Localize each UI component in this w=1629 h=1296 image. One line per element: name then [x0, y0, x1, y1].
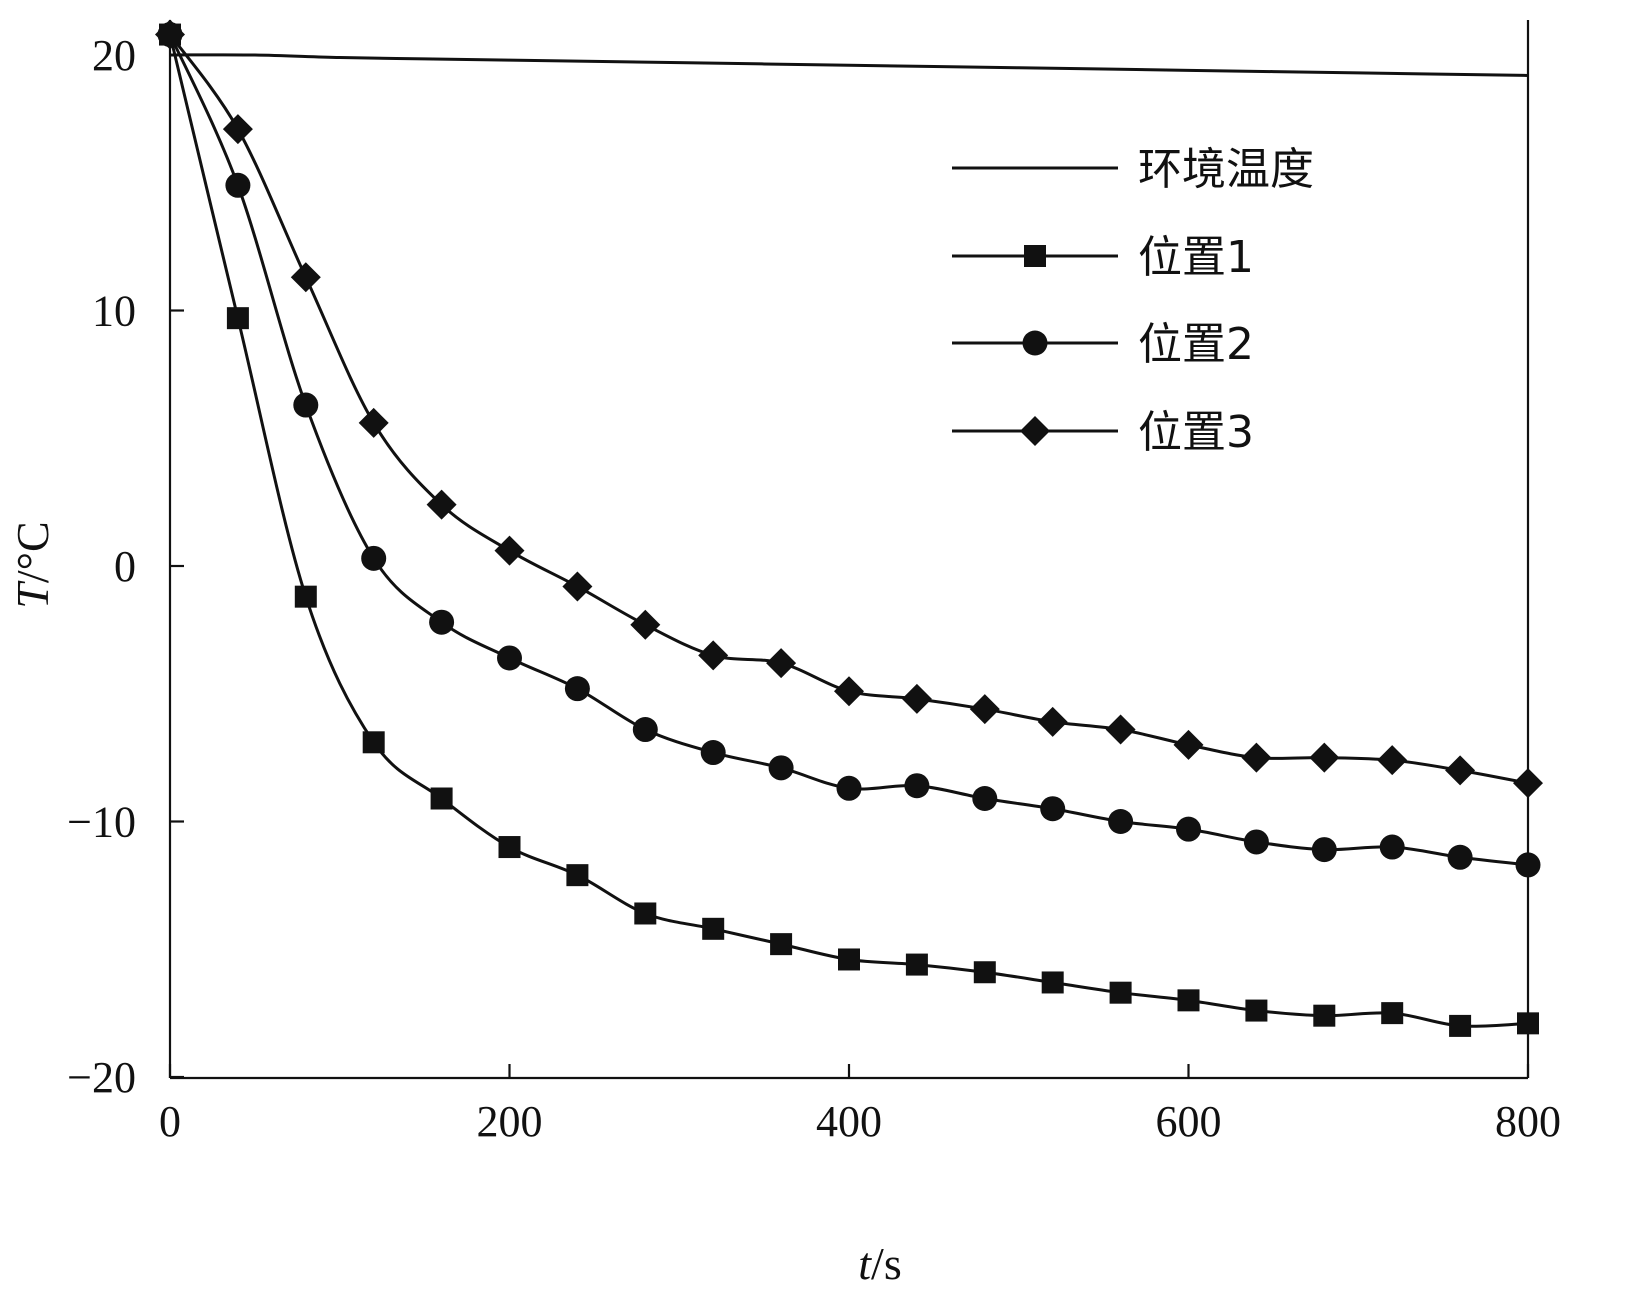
legend-label-3: 位置2: [1138, 319, 1254, 370]
data-point-s4-720: [1377, 745, 1408, 776]
data-point-s3-320: [700, 740, 726, 766]
data-point-s3-280: [632, 717, 658, 743]
data-point-s4-440: [901, 683, 932, 714]
y-tick-label-0: 0: [114, 542, 136, 591]
ticks: 0 200 400 600 800 −20 −10 0 10 20: [67, 31, 1561, 1146]
legend-marker-3: [1022, 330, 1048, 356]
data-point-s3-40: [225, 172, 251, 198]
data-point-s2-280: [634, 902, 657, 925]
data-point-s2-720: [1381, 1002, 1404, 1025]
data-point-s2-120: [362, 731, 385, 754]
y-axis-label-unit: /°C: [7, 521, 58, 583]
data-point-s4-280: [630, 609, 661, 640]
series-line-3: [168, 33, 1529, 867]
y-tick-label--10: −10: [67, 798, 136, 847]
data-point-s4-0: [155, 19, 185, 50]
series-3: [157, 22, 1541, 878]
y-axis-label-italic: T: [7, 580, 58, 609]
data-point-s4-680: [1309, 742, 1340, 773]
data-point-s3-560: [1108, 809, 1134, 834]
data-point-s3-680: [1311, 837, 1337, 863]
data-point-s4-520: [1037, 706, 1068, 737]
y-tick-label-10: 10: [92, 287, 136, 336]
data-point-s2-240: [566, 864, 589, 887]
series-line-1: [169, 53, 1529, 77]
series-4: [155, 19, 1543, 799]
x-axis-label-unit: /s: [871, 1238, 902, 1289]
data-point-s2-520: [1041, 971, 1064, 994]
legend-marker-4: [1020, 416, 1050, 446]
data-point-s3-360: [768, 755, 794, 781]
data-point-s4-40: [222, 114, 253, 145]
data-point-s4-320: [698, 640, 729, 671]
data-point-s2-680: [1313, 1004, 1336, 1027]
x-tick-label-800: 800: [1495, 1097, 1561, 1146]
data-point-s2-80: [294, 585, 317, 608]
data-point-s2-760: [1449, 1014, 1472, 1037]
data-point-s2-400: [838, 948, 860, 971]
data-point-s2-40: [226, 307, 249, 330]
data-point-s2-440: [905, 953, 928, 976]
data-point-s4-560: [1105, 714, 1136, 745]
data-point-s3-760: [1447, 844, 1473, 870]
x-axis-label-italic: t: [858, 1238, 872, 1289]
x-tick-label-600: 600: [1156, 1097, 1222, 1146]
data-point-s2-560: [1109, 981, 1132, 1004]
data-point-s2-200: [498, 836, 521, 859]
y-axis-label: T/°C: [7, 521, 58, 608]
data-point-s4-360: [766, 648, 797, 679]
legend-marker-2: [1024, 245, 1046, 267]
data-point-s4-760: [1445, 755, 1476, 786]
data-point-s3-440: [904, 773, 930, 799]
data-point-s2-600: [1177, 989, 1200, 1012]
data-point-s4-480: [969, 694, 1000, 725]
series-group: [155, 19, 1543, 1037]
series-2: [159, 23, 1539, 1037]
data-point-s3-480: [972, 786, 998, 812]
data-point-s4-120: [358, 407, 389, 438]
data-point-s2-640: [1245, 999, 1268, 1022]
data-point-s2-480: [973, 961, 996, 984]
y-tick-label--20: −20: [67, 1053, 136, 1102]
data-point-s4-640: [1241, 742, 1272, 773]
data-point-s2-800: [1517, 1012, 1539, 1035]
data-point-s3-200: [497, 645, 522, 671]
x-tick-label-200: 200: [477, 1097, 543, 1146]
data-point-s4-400: [834, 676, 864, 707]
data-point-s4-80: [290, 262, 321, 293]
data-point-s2-320: [702, 917, 725, 940]
legend-label-1: 环境温度: [1138, 144, 1314, 195]
legend-label-2: 位置1: [1138, 232, 1254, 283]
data-point-s3-80: [293, 392, 319, 418]
data-point-s2-360: [770, 933, 793, 956]
data-point-s3-640: [1243, 829, 1269, 855]
series-1: [169, 53, 1529, 77]
legend-label-4: 位置3: [1138, 407, 1254, 458]
x-axis-label: t/s: [858, 1238, 901, 1289]
data-point-s4-160: [426, 489, 457, 520]
data-point-s3-120: [361, 545, 387, 571]
data-point-s4-800: [1513, 768, 1543, 799]
data-point-s3-400: [836, 775, 862, 801]
y-tick-label-20: 20: [92, 31, 136, 80]
data-point-s3-800: [1515, 852, 1541, 878]
data-point-s4-200: [494, 535, 525, 566]
data-point-s3-160: [429, 609, 455, 635]
series-line-4: [168, 33, 1529, 785]
x-tick-label-400: 400: [816, 1097, 882, 1146]
data-point-s3-720: [1379, 834, 1405, 860]
data-point-s4-600: [1173, 729, 1204, 760]
data-point-s3-520: [1040, 796, 1066, 822]
series-line-2: [168, 34, 1529, 1028]
data-point-s3-240: [564, 676, 590, 702]
data-point-s4-240: [562, 571, 593, 602]
data-point-s3-600: [1176, 816, 1201, 842]
x-tick-label-0: 0: [159, 1097, 181, 1146]
data-point-s2-160: [430, 787, 453, 810]
